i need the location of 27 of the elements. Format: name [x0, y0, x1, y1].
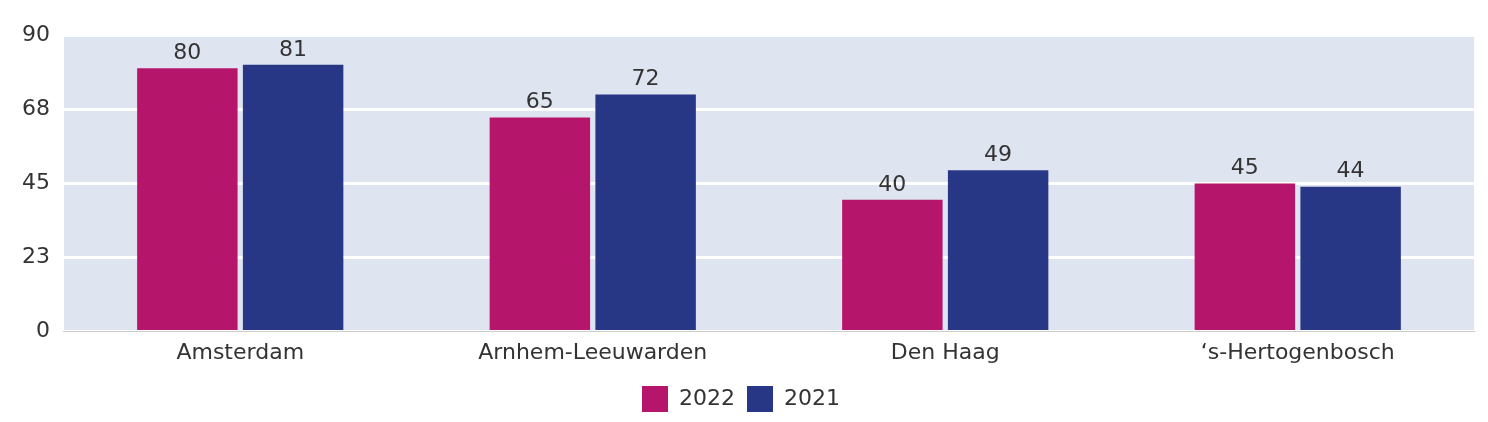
data-label: 72	[631, 65, 660, 91]
bar	[489, 117, 591, 331]
data-label: 45	[1230, 154, 1259, 180]
y-tick-label: 45	[21, 169, 50, 195]
data-label: 40	[878, 170, 907, 196]
x-tick-label: Den Haag	[890, 338, 1000, 364]
x-tick-label: Amsterdam	[176, 338, 305, 364]
bar	[595, 94, 696, 331]
legend-label: 2021	[784, 384, 840, 410]
x-tick-label: Arnhem-Leeuwarden	[478, 338, 708, 364]
x-tick-label: ‘s-Hertogenbosch	[1200, 338, 1395, 364]
data-label: 49	[984, 140, 1013, 166]
bar	[842, 199, 943, 331]
bar	[947, 170, 1049, 331]
bar	[1194, 183, 1296, 331]
data-label: 80	[173, 38, 202, 64]
data-label: 81	[279, 35, 308, 61]
y-tick-label: 0	[35, 317, 50, 343]
legend-label: 2022	[679, 384, 736, 410]
y-tick-label: 68	[21, 95, 50, 121]
bar	[137, 68, 238, 331]
y-tick-label: 90	[21, 20, 50, 46]
bar	[242, 64, 344, 331]
data-label: 44	[1336, 157, 1365, 183]
data-label: 65	[525, 88, 554, 114]
bar	[1300, 186, 1401, 331]
y-tick-label: 23	[21, 243, 50, 269]
